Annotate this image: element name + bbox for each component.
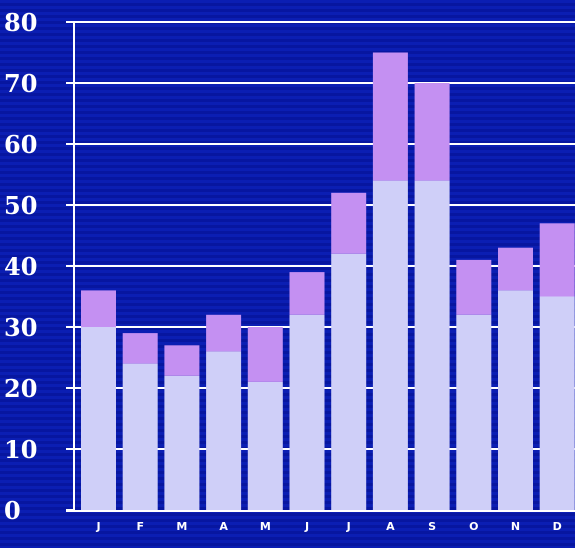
y-tick-label: 80 — [4, 8, 37, 37]
x-tick-label: A — [386, 520, 395, 533]
bar-base-segment — [164, 375, 200, 510]
x-tick-label: S — [428, 520, 436, 533]
bar-base-segment — [122, 363, 158, 510]
x-tick-label: J — [304, 520, 309, 533]
bar-top-segment — [122, 333, 158, 364]
y-tick-label: 70 — [4, 69, 37, 98]
y-tick-labels: 0 10 20 30 40 50 60 70 80 — [4, 8, 37, 525]
bar-base-segment — [414, 180, 450, 510]
y-tick-label: 50 — [4, 191, 37, 220]
x-tick-label: J — [95, 520, 100, 533]
bar-base-segment — [247, 381, 283, 510]
bar-top-segment — [247, 327, 283, 382]
bar-top-segment — [164, 345, 200, 376]
bar-top-segment — [289, 272, 325, 315]
x-tick-label: J — [346, 520, 351, 533]
bar-top-segment — [206, 314, 242, 352]
bar-top-segment — [456, 259, 492, 315]
x-tick-label: O — [469, 520, 478, 533]
y-tick-label: 60 — [4, 130, 37, 159]
x-tick-label: M — [260, 520, 271, 533]
bar-base-segment — [331, 253, 367, 511]
y-tick-label: 0 — [4, 496, 21, 525]
x-tick-label: M — [176, 520, 187, 533]
bar-base-segment — [81, 327, 116, 510]
bar-base-segment — [498, 290, 533, 510]
bar-top-segment — [414, 83, 450, 181]
y-tick-label: 30 — [4, 313, 37, 342]
bar-base-segment — [539, 296, 575, 510]
x-tick-label: N — [511, 520, 520, 533]
bar-top-segment — [539, 223, 575, 297]
x-tick-label: A — [219, 520, 228, 533]
bar-base-segment — [206, 351, 242, 510]
bar-top-segment — [498, 247, 533, 291]
y-tick-label: 10 — [4, 435, 37, 464]
bar-top-segment — [372, 52, 408, 181]
bar-base-segment — [289, 314, 325, 510]
y-tick-label: 20 — [4, 374, 37, 403]
bar-top-segment — [331, 192, 367, 254]
bar-top-segment — [81, 290, 116, 327]
axes — [66, 22, 575, 512]
bars — [81, 52, 575, 511]
y-tick-label: 40 — [4, 252, 37, 281]
x-tick-label: D — [553, 520, 562, 533]
bar-base-segment — [456, 314, 492, 510]
bar-base-segment — [372, 180, 408, 510]
x-tick-label: F — [136, 520, 144, 533]
